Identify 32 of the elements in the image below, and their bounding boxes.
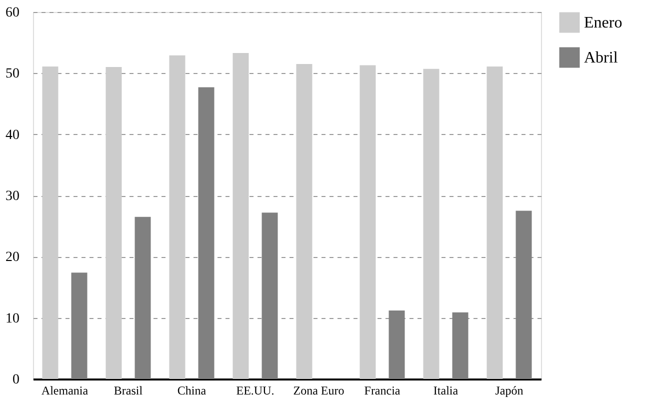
bar	[198, 87, 214, 379]
bar	[296, 64, 312, 379]
bar	[42, 66, 58, 379]
y-tick-label: 50	[6, 66, 20, 82]
y-tick-label: 40	[6, 128, 20, 143]
bar	[134, 216, 151, 379]
legend-label: Abril	[584, 50, 618, 66]
bar	[169, 55, 186, 379]
x-tick-label: Zona Euro	[293, 384, 344, 398]
bar	[516, 210, 532, 379]
bar	[486, 66, 503, 379]
legend-label: Enero	[584, 14, 622, 32]
x-tick-label: Francia	[364, 384, 401, 398]
bar	[423, 68, 440, 379]
y-tick-label: 60	[6, 6, 20, 20]
bar	[106, 67, 122, 379]
y-tick-label: 10	[6, 311, 20, 326]
bar	[452, 312, 468, 379]
x-tick-label: China	[177, 384, 207, 398]
x-tick-label: Japón	[495, 384, 524, 398]
x-tick-label: Alemania	[41, 384, 89, 398]
y-tick-label: 0	[12, 372, 20, 388]
bar	[71, 272, 88, 379]
y-tick-label: 30	[6, 189, 20, 204]
bar	[232, 52, 249, 379]
bar	[262, 212, 278, 379]
bar	[360, 65, 376, 379]
y-tick-label: 20	[6, 250, 20, 266]
x-tick-label: Brasil	[114, 384, 144, 398]
x-tick-label: EE.UU.	[236, 384, 274, 398]
bar	[388, 310, 405, 379]
x-tick-label: Italia	[433, 384, 459, 398]
